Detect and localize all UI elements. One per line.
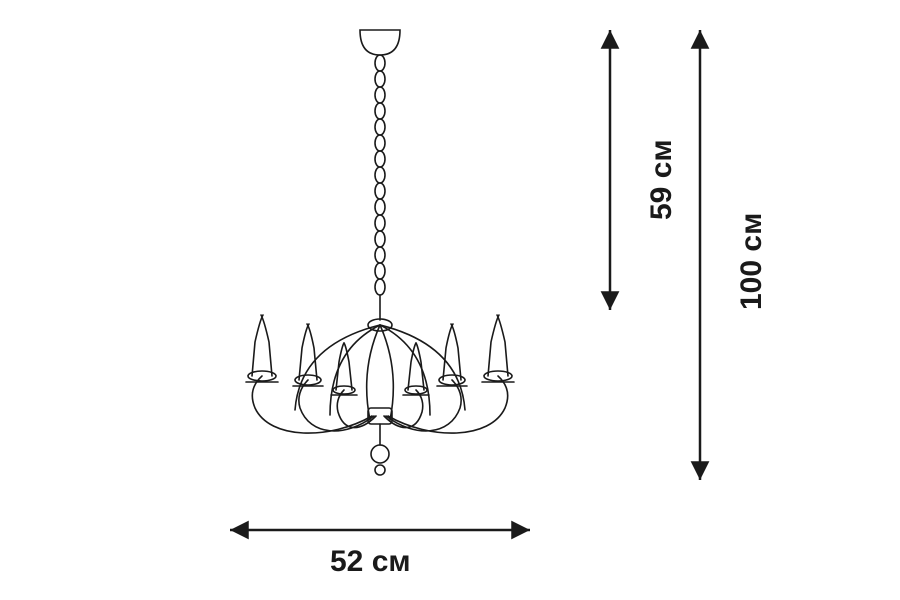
total-height-label: 100 см (735, 213, 769, 310)
dimension-lines (230, 30, 700, 530)
chain-height-label: 59 см (645, 139, 679, 220)
width-label: 52 см (330, 545, 411, 579)
diagram-stage: 52 см 59 см 100 см (0, 0, 900, 600)
chain (375, 55, 385, 295)
chandelier-outline (246, 30, 514, 475)
